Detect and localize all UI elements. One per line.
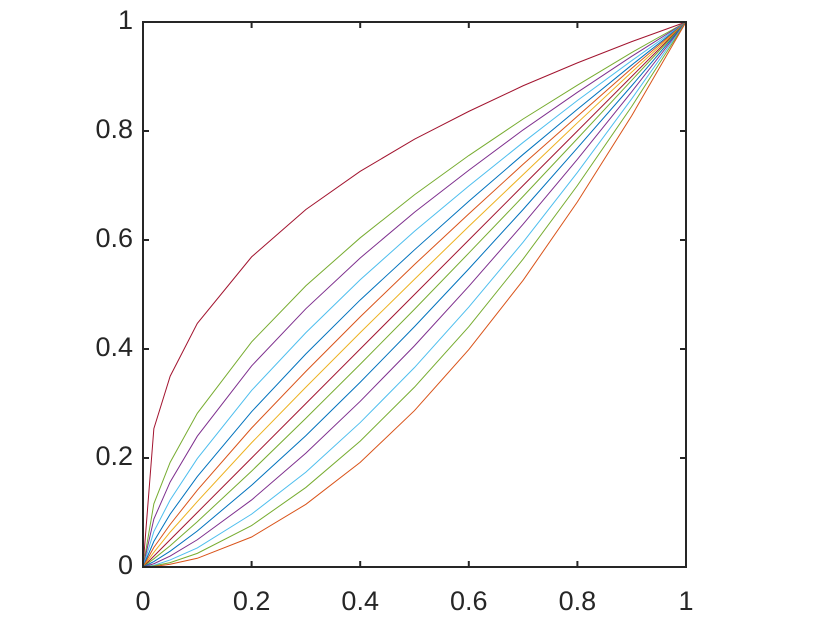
series-line	[142, 21, 687, 568]
series-line	[142, 21, 687, 568]
series-line	[142, 21, 687, 568]
y-tick-label: 0.6	[95, 223, 133, 253]
series-line	[142, 21, 687, 568]
series-line	[142, 21, 687, 568]
x-tick-label: 0	[135, 586, 150, 616]
y-tick-label: 0	[118, 550, 133, 580]
y-tick-label: 0.2	[95, 441, 133, 471]
series-line	[142, 21, 687, 568]
series-line	[142, 21, 687, 568]
x-tick-label: 0.8	[559, 586, 597, 616]
series-line	[142, 21, 687, 568]
x-tick-label: 0.6	[450, 586, 488, 616]
y-tick-label: 1	[118, 5, 133, 35]
y-tick-label: 0.8	[95, 114, 133, 144]
x-tick-label: 0.4	[341, 586, 379, 616]
axes-box	[142, 21, 687, 568]
series-line	[142, 21, 687, 568]
x-tick-label: 1	[678, 586, 693, 616]
y-tick-label: 0.4	[95, 332, 133, 362]
series-line	[142, 21, 687, 568]
series-line	[142, 21, 687, 568]
series-line	[142, 21, 687, 568]
x-tick-label: 0.2	[233, 586, 271, 616]
series-line	[142, 21, 687, 568]
series-line	[142, 21, 687, 568]
